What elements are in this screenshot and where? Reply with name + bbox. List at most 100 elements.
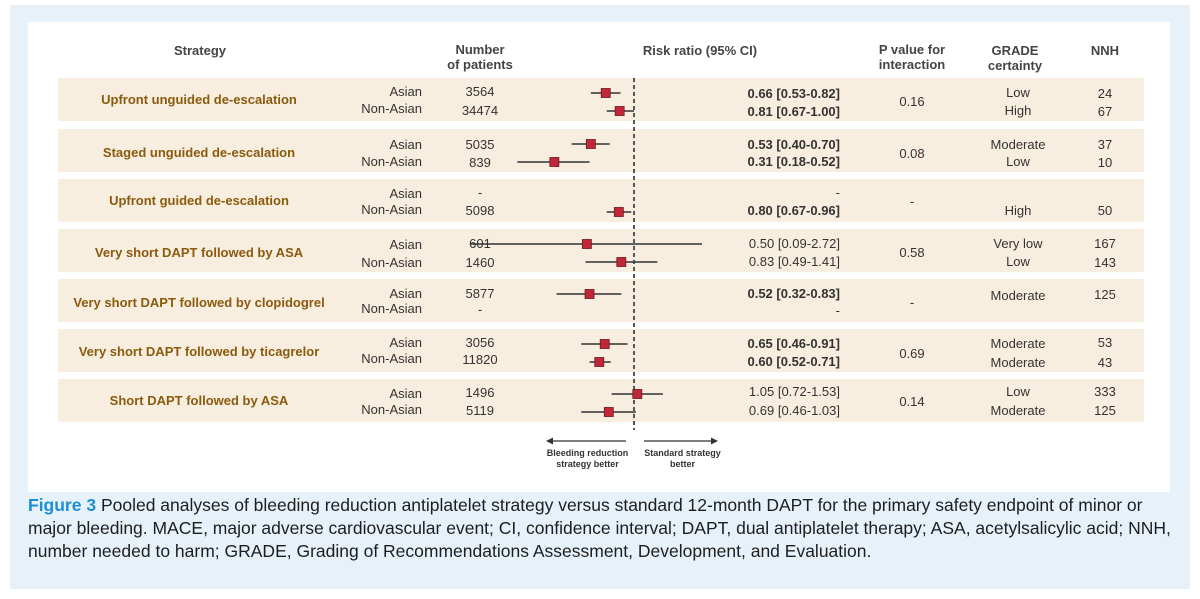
risk-ratio-label: - [835, 303, 840, 318]
row-bg-2 [58, 129, 1144, 172]
point-estimate-marker [584, 289, 595, 299]
header-grade-line1: GRADE [991, 43, 1039, 58]
risk-ratio-label: 0.83 [0.49-1.41] [748, 254, 840, 269]
patient-count: 5877 [465, 286, 495, 301]
grade-value: High [1004, 203, 1032, 218]
population-label: Non-Asian [361, 154, 422, 169]
patient-count: 1496 [465, 385, 495, 400]
population-label: Non-Asian [361, 202, 422, 217]
grade-value: Moderate [990, 336, 1046, 351]
population-label: Asian [389, 386, 422, 401]
header-grade: GRADE certainty [965, 43, 1065, 73]
nnh-value: 53 [1097, 335, 1113, 350]
risk-ratio-label: - [835, 185, 840, 200]
header-patients-line1: Number [455, 42, 505, 57]
patient-count: 34474 [461, 103, 499, 118]
p-interaction-value: 0.14 [899, 394, 925, 409]
nnh-value: 43 [1097, 355, 1113, 370]
p-interaction-value: 0.58 [899, 245, 925, 260]
grade-value: High [1004, 103, 1032, 118]
risk-ratio-label: 1.05 [0.72-1.53] [748, 384, 840, 399]
header-patients-line2: of patients [447, 57, 513, 72]
row-bg-5 [58, 279, 1144, 322]
nnh-value: 125 [1094, 287, 1116, 302]
direction-right-line2: better [669, 459, 695, 469]
figure-label: Figure 3 [28, 495, 97, 515]
risk-ratio-label: 0.80 [0.67-0.96] [747, 203, 840, 218]
row-bg-7 [58, 379, 1144, 422]
arrow-right-head [711, 437, 718, 445]
header-nnh: NNH [1090, 43, 1120, 58]
direction-left-line1: Bleeding reduction [546, 448, 629, 458]
direction-left-line2: strategy better [556, 459, 619, 469]
population-label: Non-Asian [361, 101, 422, 116]
patient-count: 11820 [462, 352, 498, 367]
p-interaction-value: 0.69 [899, 346, 925, 361]
patient-count: 3564 [465, 84, 495, 99]
grade-value: Low [1006, 154, 1030, 169]
row-bg-3 [58, 179, 1144, 222]
point-estimate-marker [594, 357, 605, 367]
row-bg-1 [58, 78, 1144, 121]
risk-ratio-label: 0.31 [0.18-0.52] [747, 154, 840, 169]
figure-caption: Figure 3 Pooled analyses of bleeding red… [28, 494, 1173, 563]
strategy-label: Upfront guided de-escalation [109, 193, 289, 208]
grade-value: Very low [993, 236, 1043, 251]
risk-ratio-label: 0.81 [0.67-1.00] [747, 104, 840, 119]
risk-ratio-label: 0.53 [0.40-0.70] [747, 137, 840, 152]
nnh-value: 125 [1094, 403, 1116, 418]
population-label: Non-Asian [361, 402, 422, 417]
nnh-value: 333 [1094, 384, 1116, 399]
header-risk-ratio: Risk ratio (95% CI) [642, 43, 758, 58]
header-patients: Number of patients [430, 42, 530, 72]
strategy-label: Staged unguided de-escalation [102, 145, 296, 160]
nnh-value: 50 [1097, 203, 1113, 218]
patient-count: 839 [469, 155, 491, 170]
grade-value: Low [1006, 85, 1030, 100]
patient-count: 3056 [465, 335, 495, 350]
nnh-value: 37 [1097, 137, 1113, 152]
header-strategy: Strategy [173, 43, 227, 58]
strategy-label: Very short DAPT followed by ticagrelor [78, 344, 320, 359]
population-label: Non-Asian [361, 351, 422, 366]
risk-ratio-label: 0.50 [0.09-2.72] [748, 236, 840, 251]
population-label: Asian [389, 237, 422, 252]
grade-value: Moderate [990, 403, 1046, 418]
grade-value: Moderate [990, 288, 1046, 303]
risk-ratio-label: 0.60 [0.52-0.71] [747, 354, 840, 369]
risk-ratio-label: 0.66 [0.53-0.82] [747, 86, 840, 101]
strategy-label: Upfront unguided de-escalation [101, 92, 297, 107]
population-label: Asian [389, 286, 422, 301]
point-estimate-marker [614, 106, 625, 116]
point-estimate-marker [581, 239, 592, 249]
point-estimate-marker [599, 339, 610, 349]
grade-value: Low [1006, 384, 1030, 399]
header-p-interaction: P value for interaction [862, 42, 962, 72]
patient-count: 5119 [466, 403, 494, 418]
grade-value: Low [1006, 254, 1030, 269]
direction-label-right: Standard strategy better [635, 448, 730, 470]
arrow-left-head [546, 437, 553, 445]
header-grade-line2: certainty [987, 58, 1043, 73]
nnh-value: 143 [1094, 255, 1116, 270]
grade-value: Moderate [990, 137, 1046, 152]
point-estimate-marker [603, 407, 614, 417]
nnh-value: 10 [1097, 155, 1113, 170]
strategy-label: Very short DAPT followed by ASA [94, 245, 304, 260]
p-interaction-value: 0.08 [899, 146, 925, 161]
point-estimate-marker [616, 257, 627, 267]
nnh-value: 67 [1097, 104, 1113, 119]
population-label: Non-Asian [361, 255, 422, 270]
direction-label-left: Bleeding reduction strategy better [535, 448, 640, 470]
point-estimate-marker [600, 88, 611, 98]
patient-count: 1460 [465, 255, 495, 270]
risk-ratio-label: 0.52 [0.32-0.83] [747, 286, 840, 301]
strategy-label: Short DAPT followed by ASA [109, 393, 289, 408]
header-p-line1: P value for [878, 42, 946, 57]
p-interaction-value: - [909, 295, 915, 310]
nnh-value: 24 [1097, 86, 1113, 101]
patient-count: 5035 [465, 137, 495, 152]
patient-count: - [477, 185, 483, 200]
patient-count: - [477, 302, 483, 317]
